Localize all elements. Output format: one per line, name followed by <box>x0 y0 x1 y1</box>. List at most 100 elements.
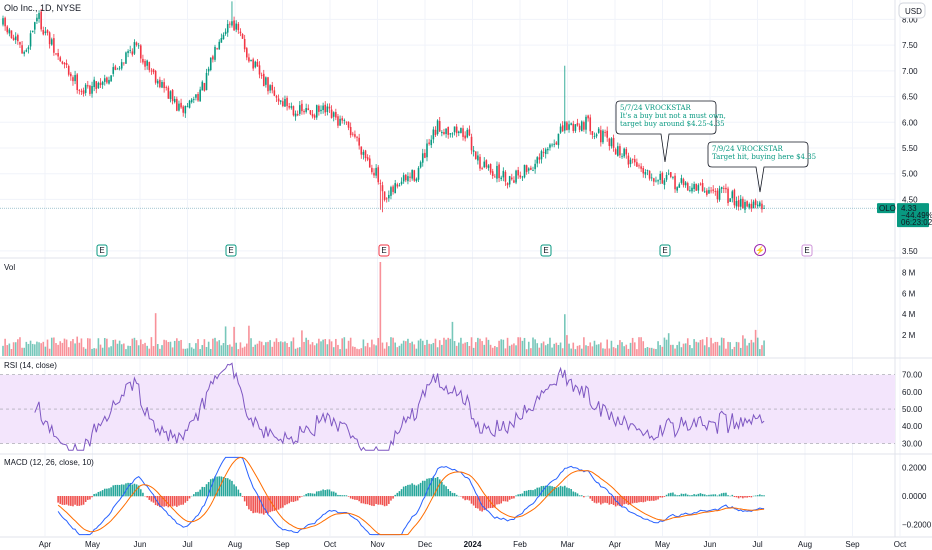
candle-body <box>112 67 114 74</box>
volume-bar <box>136 340 138 356</box>
macd-hist-bar <box>87 496 89 500</box>
macd-hist-bar <box>505 496 507 501</box>
volume-tick-label: 8 M <box>902 268 916 277</box>
earnings-marker[interactable]: E <box>802 245 812 256</box>
volume-bar <box>744 339 746 356</box>
candle-body <box>456 127 458 134</box>
macd-hist-bar <box>316 491 318 496</box>
volume-bar <box>79 343 81 356</box>
candle-body <box>742 199 744 209</box>
volume-bar <box>295 349 297 356</box>
volume-bar <box>541 343 543 356</box>
macd-hist-bar <box>746 496 748 498</box>
macd-hist-bar <box>178 496 180 506</box>
candle-body <box>40 12 42 30</box>
volume-bar <box>356 349 358 356</box>
macd-hist-bar <box>668 493 670 496</box>
candle-body <box>469 129 471 135</box>
earnings-marker[interactable]: E <box>379 245 389 256</box>
candle-body <box>490 164 492 173</box>
volume-bar <box>477 338 479 356</box>
macd-hist-bar <box>695 495 697 497</box>
macd-hist-bar <box>386 496 388 506</box>
macd-hist-bar <box>91 496 93 497</box>
candle-body <box>634 159 636 162</box>
volume-bar <box>132 339 134 356</box>
earnings-marker[interactable]: E <box>226 245 236 256</box>
candle-body <box>51 39 53 44</box>
macd-hist-bar <box>225 478 227 496</box>
volume-bar <box>479 339 481 356</box>
macd-hist-bar <box>532 490 534 496</box>
volume-bar <box>125 349 127 356</box>
volume-bar <box>505 348 507 356</box>
dividend-marker[interactable]: ⚡ <box>755 245 766 256</box>
candle-body <box>121 62 123 68</box>
candle-body <box>123 63 125 64</box>
earnings-marker[interactable]: E <box>541 245 551 256</box>
macd-hist-bar <box>187 496 189 501</box>
candle-body <box>87 85 89 86</box>
volume-bar <box>613 347 615 356</box>
candle-body <box>170 91 172 99</box>
volume-bar <box>386 342 388 356</box>
volume-bar <box>560 343 562 356</box>
volume-bar <box>564 314 566 356</box>
candle-body <box>70 74 72 76</box>
macd-hist-bar <box>98 492 100 496</box>
candle-body <box>623 149 625 157</box>
macd-hist-bar <box>291 496 293 502</box>
candle-body <box>581 121 583 131</box>
volume-bar <box>331 341 333 356</box>
macd-hist-bar <box>475 496 477 508</box>
volume-bar <box>473 348 475 356</box>
rsi-tick-label: 60.00 <box>902 388 923 397</box>
volume-bar <box>617 345 619 356</box>
currency-button-label[interactable]: USD <box>905 7 922 16</box>
volume-bar <box>727 342 729 356</box>
macd-hist-bar <box>242 496 244 497</box>
macd-hist-bar <box>335 493 337 497</box>
macd-hist-bar <box>513 496 515 498</box>
candle-body <box>458 132 460 134</box>
macd-hist-bar <box>577 493 579 496</box>
volume-bar <box>91 349 93 356</box>
volume-bar <box>530 348 532 356</box>
macd-hist-bar <box>375 496 377 504</box>
volume-bar <box>174 341 176 356</box>
earnings-marker[interactable]: E <box>660 245 670 256</box>
volume-bar <box>23 348 25 356</box>
macd-tick-label: −0.2000 <box>902 521 932 530</box>
volume-bar <box>397 347 399 356</box>
volume-bar <box>394 343 396 356</box>
candle-body <box>500 178 502 179</box>
macd-hist-bar <box>369 496 371 505</box>
volume-bar <box>30 341 32 356</box>
volume-bar <box>13 342 15 356</box>
candle-body <box>318 106 320 112</box>
currency-button[interactable]: USD <box>899 3 925 18</box>
candle-body <box>280 101 282 102</box>
candle-body <box>702 183 704 191</box>
rsi-tick-label: 70.00 <box>902 371 923 380</box>
volume-bar <box>28 344 30 356</box>
macd-hist-bar <box>511 496 513 499</box>
macd-hist-bar <box>352 496 354 499</box>
candle-body <box>19 42 21 44</box>
candle-body <box>558 134 560 145</box>
volume-bar <box>246 344 248 356</box>
candle-body <box>543 152 545 153</box>
candle-body <box>348 122 350 128</box>
volume-bar <box>668 333 670 356</box>
macd-hist-bar <box>382 496 384 505</box>
candle-body <box>74 75 76 81</box>
candle-body <box>734 190 736 205</box>
earnings-marker[interactable]: E <box>97 245 107 256</box>
macd-hist-bar <box>526 491 528 497</box>
macd-hist-bar <box>492 496 494 508</box>
volume-bar <box>189 343 191 356</box>
volume-bar <box>517 337 519 356</box>
x-month-label: Jun <box>704 540 717 549</box>
volume-bar <box>229 344 231 356</box>
price-tick-label: 3.50 <box>902 247 918 256</box>
